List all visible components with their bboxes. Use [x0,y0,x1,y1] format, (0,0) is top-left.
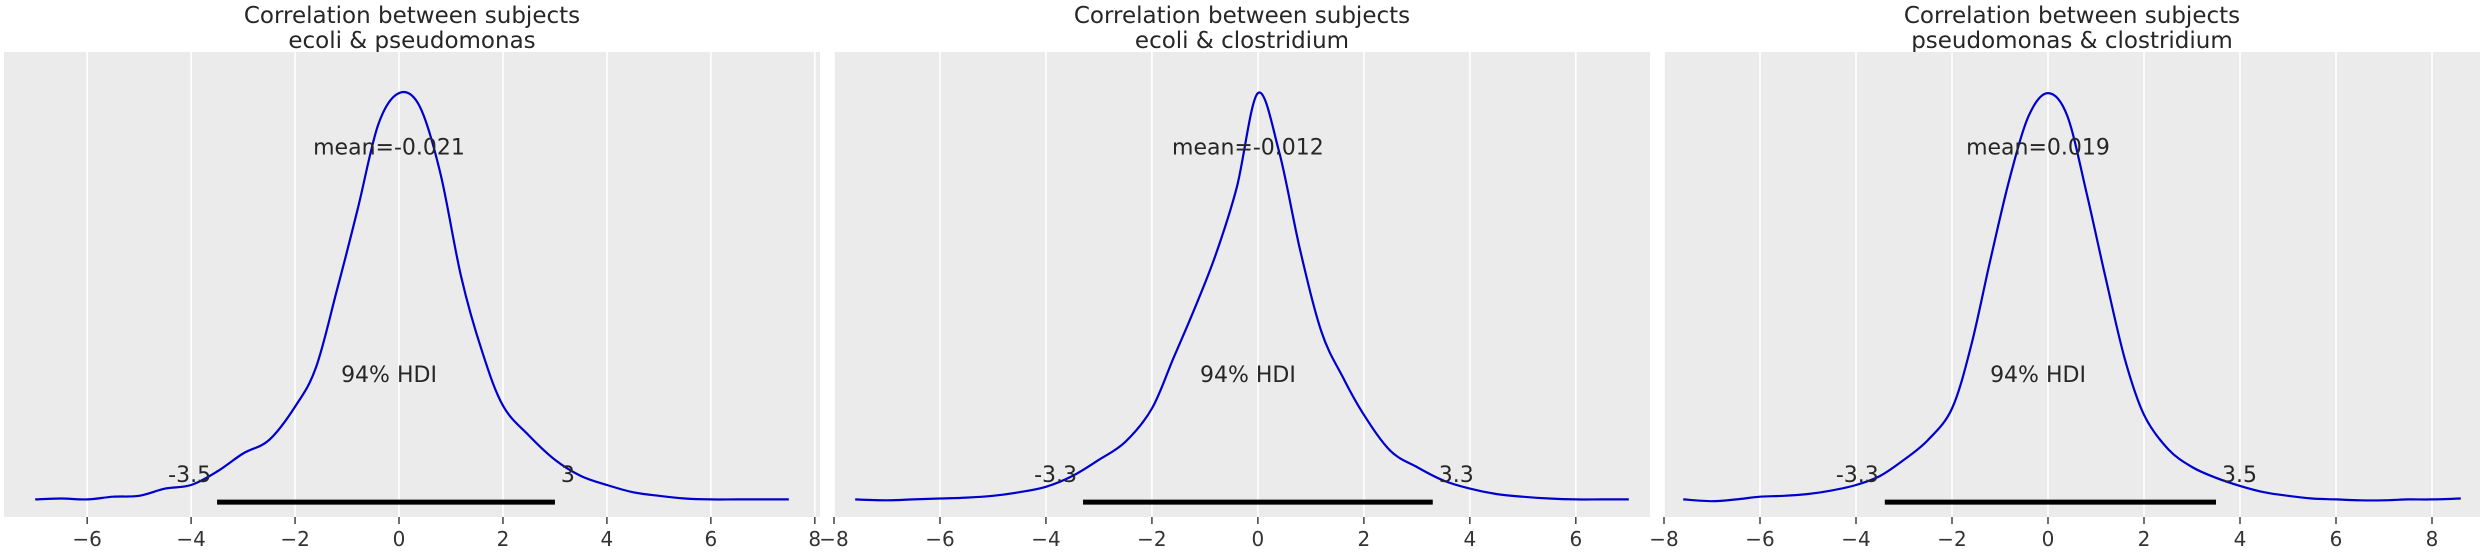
chart-title-line-1: Correlation between subjects [1903,3,2241,29]
mean-label: mean=-0.021 [313,135,465,160]
plot-background [4,52,820,517]
density-plot: −8 −6 −4 −2 0 2 4 6 8 -3.3 3.5 94% HDI mean=0.019 [1649,52,2480,551]
x-tick-label: 0 [1252,527,1265,551]
chart-title-line-1: Correlation between subjects [243,3,581,29]
chart-title-line-1: Correlation between subjects [1073,3,1411,29]
plot-background [1664,52,2480,517]
hdi-high-label: 3.3 [1439,463,1474,488]
chart-title-line-2: ecoli & pseudomonas [288,28,536,54]
x-tick-label: 2 [497,527,510,551]
density-plot: −8 −6 −4 −2 0 2 4 6 -3.3 3.3 94% HDI mean=-0.012 [819,52,1650,551]
plot-background [834,52,1650,517]
chart-title: Correlation between subjects pseudomonas… [1660,4,2484,54]
chart-title: Correlation between subjects ecoli & pse… [0,4,824,54]
x-tick-label: −2 [280,527,309,551]
x-tick-label: 4 [2234,527,2247,551]
x-tick-label: 2 [1358,527,1371,551]
x-tick-label: −6 [1745,527,1774,551]
x-tick-label: −4 [1841,527,1870,551]
density-curve [855,91,1629,502]
x-tick-label: −2 [1137,527,1166,551]
x-tick-label: −2 [1937,527,1966,551]
x-tick-label: 6 [2330,527,2343,551]
x-tick-label: 2 [2138,527,2151,551]
hdi-label: 94% HDI [1990,363,2086,388]
chart-title: Correlation between subjects ecoli & clo… [830,4,1654,54]
x-tick-label: 0 [393,527,406,551]
x-tick-label: −8 [1649,527,1678,551]
x-tick-label: 8 [2426,527,2439,551]
x-tick-label: −8 [819,527,848,551]
x-tick-label: −4 [1031,527,1060,551]
x-tick-label: −4 [176,527,205,551]
chart-title-line-2: ecoli & clostridium [1134,28,1350,54]
hdi-high-label: 3.5 [2222,463,2257,488]
hdi-low-label: -3.5 [168,463,211,488]
hdi-label: 94% HDI [341,363,437,388]
density-curve [35,90,789,501]
chart-panel-pseudomonas-clostridium: Correlation between subjects pseudomonas… [1649,0,2484,552]
x-tick-label: 4 [1463,527,1476,551]
x-tick-label: 6 [704,527,717,551]
mean-label: mean=0.019 [1966,135,2110,160]
chart-panel-ecoli-pseudomonas: Correlation between subjects ecoli & pse… [0,0,824,552]
chart-title-line-2: pseudomonas & clostridium [1911,28,2233,54]
x-tick-label: −6 [72,527,101,551]
x-tick-label: 4 [601,527,614,551]
x-tick-label: 8 [808,527,821,551]
hdi-high-label: 3 [561,463,575,488]
mean-label: mean=-0.012 [1172,135,1324,160]
hdi-low-label: -3.3 [1034,463,1077,488]
x-tick-label: 0 [2042,527,2055,551]
hdi-label: 94% HDI [1200,363,1296,388]
x-tick-label: −6 [925,527,954,551]
x-tick-label: 6 [1569,527,1582,551]
density-plot: −6 −4 −2 0 2 4 6 8 -3.5 3 94% HDI mean=-0.021 [4,52,821,551]
chart-panel-ecoli-clostridium: Correlation between subjects ecoli & clo… [819,0,1654,552]
density-curve [1683,91,2461,503]
hdi-low-label: -3.3 [1836,463,1879,488]
